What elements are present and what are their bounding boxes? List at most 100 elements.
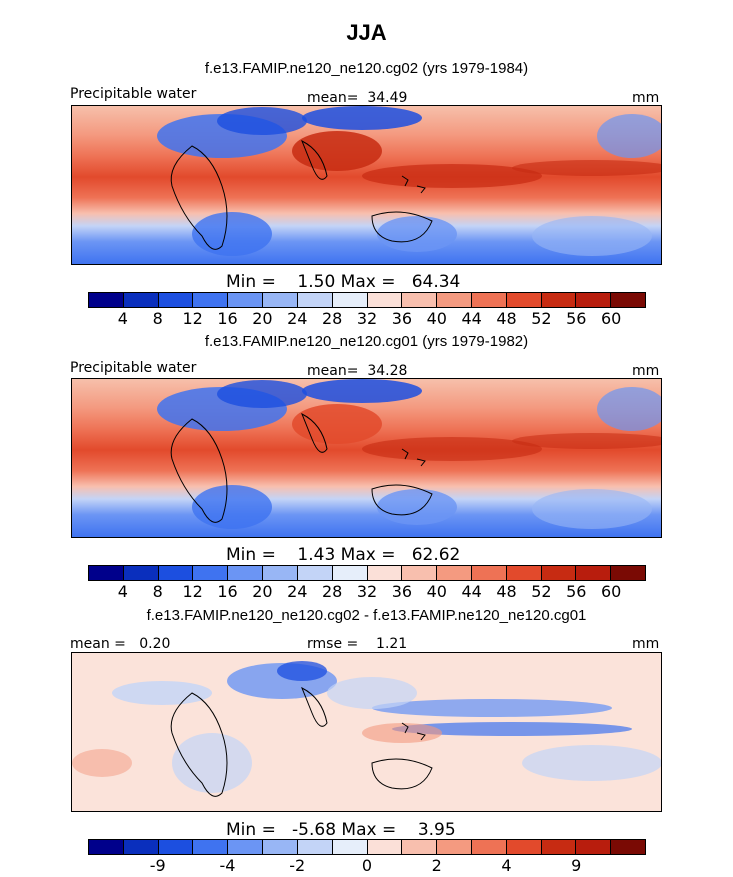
panel-2-minmax: Min = 1.43 Max = 62.62: [226, 545, 461, 565]
panel-2-title: f.e13.FAMIP.ne120_ne120.cg01 (yrs 1979-1…: [204, 333, 529, 350]
colorbar-swatch: [506, 840, 542, 854]
panel-3-minmax: Min = -5.68 Max = 3.95: [226, 820, 456, 840]
colorbar-tick-label: 32: [356, 582, 378, 601]
colorbar-swatch: [89, 566, 124, 580]
panel-3-colorbar-ticks: -9 -4 -2 0 2 4 9: [88, 856, 644, 876]
colorbar-swatch: [263, 566, 298, 580]
panel-3-map: [71, 652, 662, 812]
colorbar-swatch: [263, 293, 298, 307]
panel-3-colorbar: [88, 839, 646, 855]
colorbar-swatch: [611, 840, 645, 854]
colorbar-swatch: [89, 840, 124, 854]
panel-2-mean-label: mean= 34.28: [307, 363, 408, 379]
colorbar-swatch: [437, 840, 472, 854]
colorbar-swatch: [332, 840, 368, 854]
colorbar-tick-label: 20: [252, 309, 273, 328]
panel-1-asia-dry: [302, 106, 422, 130]
panel-2-variable-label: Precipitable water: [70, 360, 197, 376]
colorbar-swatch: [332, 566, 368, 580]
colorbar-swatch: [367, 840, 403, 854]
colorbar-tick-label: 16: [217, 582, 238, 601]
colorbar-swatch: [576, 840, 612, 854]
colorbar-swatch: [123, 293, 159, 307]
colorbar-tick-label: 4: [501, 856, 512, 875]
colorbar-swatch: [576, 566, 612, 580]
panel-1-colorbar: [88, 292, 646, 308]
colorbar-swatch: [263, 840, 298, 854]
colorbar-swatch: [402, 566, 438, 580]
colorbar-swatch: [193, 293, 229, 307]
colorbar-swatch: [437, 293, 472, 307]
panel-1-units-label: mm: [632, 90, 660, 106]
colorbar-tick-label: 32: [356, 309, 378, 328]
colorbar-swatch: [402, 840, 438, 854]
colorbar-tick-label: 48: [496, 309, 517, 328]
colorbar-swatch: [228, 840, 264, 854]
colorbar-tick-label: 4: [117, 582, 128, 601]
colorbar-swatch: [367, 566, 403, 580]
colorbar-swatch: [193, 840, 229, 854]
colorbar-tick-label: 28: [321, 309, 343, 328]
panel-3-africa-outline: [170, 692, 228, 797]
colorbar-swatch: [332, 293, 368, 307]
panel-1-monsoon-moist: [292, 131, 382, 171]
colorbar-tick-label: 40: [426, 582, 447, 601]
panel-2-colorbar-ticks: 4 8 12 16 20 24 28 32 36 40 44 48 52 56 60: [88, 582, 644, 602]
panel-1-variable-label: Precipitable water: [70, 86, 197, 102]
colorbar-tick-label: 8: [152, 582, 163, 601]
colorbar-swatch: [541, 840, 577, 854]
panel-3-units-label: mm: [632, 636, 660, 652]
colorbar-tick-label: -2: [289, 856, 306, 875]
panel-3-title: f.e13.FAMIP.ne120_ne120.cg02 - f.e13.FAM…: [146, 607, 587, 624]
panel-2-asia-dry: [302, 379, 422, 403]
colorbar-swatch: [576, 293, 612, 307]
colorbar-tick-label: 2: [431, 856, 442, 875]
colorbar-tick-label: 44: [461, 309, 482, 328]
colorbar-tick-label: 36: [391, 309, 413, 328]
colorbar-swatch: [228, 293, 264, 307]
colorbar-swatch: [158, 293, 194, 307]
colorbar-swatch: [297, 293, 333, 307]
colorbar-swatch: [437, 566, 472, 580]
panel-2-map: [71, 378, 662, 538]
colorbar-swatch: [89, 293, 124, 307]
colorbar-swatch: [228, 566, 264, 580]
panel-1-minmax: Min = 1.50 Max = 64.34: [226, 272, 461, 292]
colorbar-tick-label: -4: [219, 856, 236, 875]
colorbar-swatch: [471, 840, 507, 854]
colorbar-tick-label: 12: [182, 309, 203, 328]
colorbar-swatch: [297, 840, 333, 854]
colorbar-tick-label: 60: [600, 309, 622, 328]
colorbar-tick-label: 36: [391, 582, 413, 601]
colorbar-tick-label: 40: [426, 309, 447, 328]
colorbar-tick-label: 44: [461, 582, 482, 601]
colorbar-swatch: [611, 566, 645, 580]
panel-3-rmse-label: rmse = 1.21: [307, 636, 408, 652]
colorbar-swatch: [367, 293, 403, 307]
colorbar-tick-label: 24: [287, 582, 308, 601]
panel-2-monsoon-moist: [292, 404, 382, 444]
figure-title: JJA: [346, 20, 387, 45]
panel-3-positive-anomaly: [362, 723, 442, 743]
panel-1-map: [71, 105, 662, 265]
colorbar-swatch: [471, 566, 507, 580]
colorbar-tick-label: 8: [152, 309, 163, 328]
colorbar-swatch: [611, 293, 645, 307]
panel-1-africa-outline: [170, 145, 228, 250]
colorbar-swatch: [506, 566, 542, 580]
panel-1-mean-label: mean= 34.49: [307, 90, 408, 106]
colorbar-tick-label: 60: [600, 582, 622, 601]
colorbar-tick-label: -9: [149, 856, 166, 875]
panel-2-colorbar: [88, 565, 646, 581]
colorbar-swatch: [402, 293, 438, 307]
colorbar-tick-label: 16: [217, 309, 238, 328]
colorbar-swatch: [123, 840, 159, 854]
colorbar-tick-label: 12: [182, 582, 203, 601]
colorbar-tick-label: 52: [531, 582, 552, 601]
colorbar-swatch: [506, 293, 542, 307]
colorbar-tick-label: 28: [321, 582, 343, 601]
colorbar-swatch: [541, 566, 577, 580]
colorbar-tick-label: 48: [496, 582, 517, 601]
colorbar-swatch: [297, 566, 333, 580]
colorbar-tick-label: 24: [287, 309, 308, 328]
